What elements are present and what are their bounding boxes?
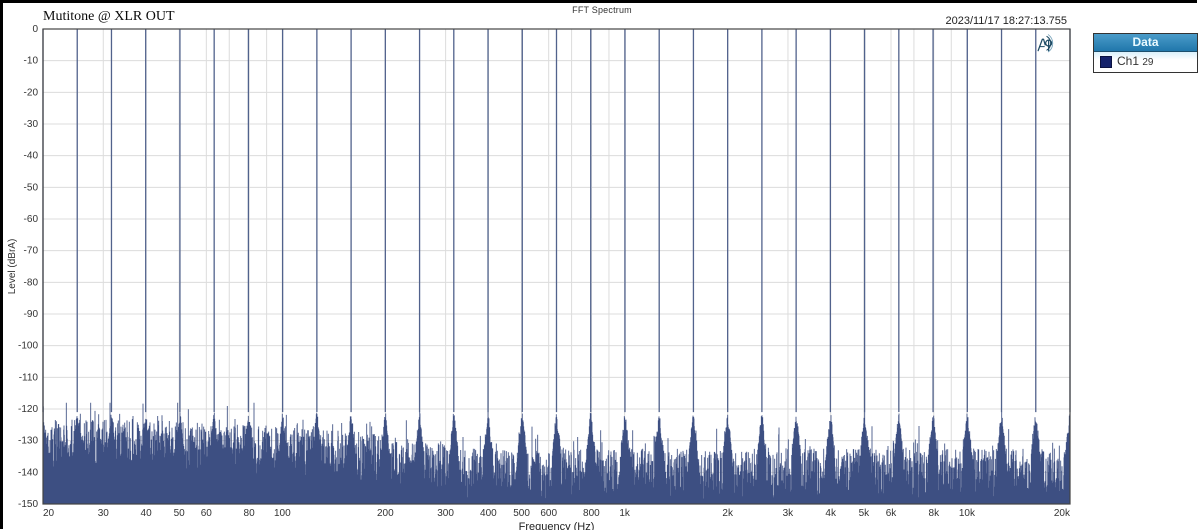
svg-text:-50: -50 xyxy=(24,182,39,193)
svg-text:5k: 5k xyxy=(859,508,871,519)
svg-text:40: 40 xyxy=(141,508,153,519)
svg-text:400: 400 xyxy=(480,508,497,519)
svg-text:0: 0 xyxy=(32,24,38,35)
svg-text:-140: -140 xyxy=(18,467,38,478)
svg-text:200: 200 xyxy=(377,508,394,519)
svg-text:-80: -80 xyxy=(24,277,39,288)
svg-text:-40: -40 xyxy=(24,151,39,162)
svg-text:-20: -20 xyxy=(24,87,39,98)
svg-text:60: 60 xyxy=(201,508,213,519)
svg-text:-130: -130 xyxy=(18,436,38,447)
svg-text:30: 30 xyxy=(98,508,110,519)
svg-text:100: 100 xyxy=(274,508,291,519)
svg-text:300: 300 xyxy=(437,508,454,519)
svg-text:500: 500 xyxy=(513,508,530,519)
svg-text:20: 20 xyxy=(43,508,55,519)
svg-text:-90: -90 xyxy=(24,309,39,320)
svg-text:-30: -30 xyxy=(24,119,39,130)
svg-text:Level (dBrA): Level (dBrA) xyxy=(7,239,18,295)
svg-text:600: 600 xyxy=(540,508,557,519)
svg-text:80: 80 xyxy=(244,508,256,519)
svg-text:2k: 2k xyxy=(722,508,734,519)
svg-text:50: 50 xyxy=(174,508,186,519)
svg-text:Frequency (Hz): Frequency (Hz) xyxy=(519,521,595,530)
svg-text:-100: -100 xyxy=(18,341,38,352)
svg-text:8k: 8k xyxy=(929,508,941,519)
svg-text:1k: 1k xyxy=(619,508,631,519)
svg-text:6k: 6k xyxy=(886,508,898,519)
svg-text:-110: -110 xyxy=(19,372,39,383)
svg-text:-10: -10 xyxy=(24,56,39,67)
svg-text:-150: -150 xyxy=(18,499,38,510)
svg-text:4k: 4k xyxy=(825,508,837,519)
svg-text:800: 800 xyxy=(583,508,600,519)
svg-text:-60: -60 xyxy=(24,214,39,225)
svg-text:20k: 20k xyxy=(1054,508,1071,519)
svg-text:-70: -70 xyxy=(24,246,39,257)
svg-text:-120: -120 xyxy=(18,404,38,415)
svg-text:10k: 10k xyxy=(959,508,976,519)
svg-text:3k: 3k xyxy=(783,508,795,519)
